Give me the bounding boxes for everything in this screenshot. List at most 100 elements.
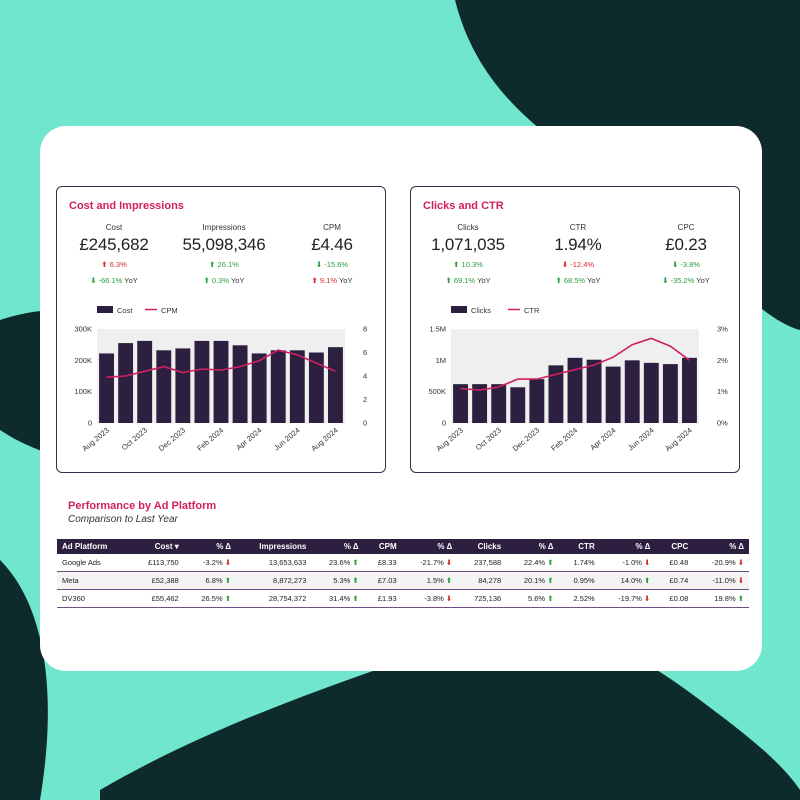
table-cell: 1.74% [558,554,600,572]
x-axis-tick-label: Dec 2023 [511,426,541,454]
arrow-up-icon: ⬆ [453,260,460,269]
column-header: % Δ [183,539,237,554]
bar [682,357,697,423]
bar [548,365,564,423]
x-axis-tick-label: Feb 2024 [549,426,579,453]
kpi-ctr: CTR 1.94% ⬇ -12.4% ⬆ 68.5% YoY [523,223,633,285]
arrow-down-icon: ⬇ [644,558,651,567]
kpi-change: ⬆ 10.3% [453,260,483,269]
left-axis-tick-label: 1M [436,356,446,365]
kpi-label: Clicks [457,223,479,232]
x-axis-tick-label: Apr 2024 [234,426,263,452]
table-cell: 5.6% ⬆ [506,589,559,608]
x-axis-tick-label: Oct 2023 [120,426,149,452]
table-cell: -1.0% ⬇ [599,554,656,572]
arrow-down-icon: ⬇ [672,260,679,269]
table-cell: -3.8% ⬇ [401,589,458,608]
clicks-ctr-panel: Clicks and CTR Clicks 1,071,035 ⬆ 10.3% … [410,186,740,473]
table-row: DV360 £55,462 26.5% ⬆ 28,754,372 31.4% ⬆ £1.9… [57,589,749,608]
table-cell: 14.0% ⬆ [599,571,656,590]
bar [453,384,468,423]
legend-label-ctr: CTR [524,306,540,315]
right-axis-tick-label: 2 [363,395,367,404]
table-cell: -3.2% ⬇ [183,554,237,572]
table-cell: £55,462 [130,589,184,608]
table-cell: £0.48 [655,554,694,572]
right-axis-tick-label: 4 [363,372,367,381]
arrow-up-icon: ⬆ [644,576,651,585]
kpi-value: £4.46 [311,235,353,254]
left-axis-tick-label: 0 [442,419,446,428]
kpi-value: £245,682 [79,235,149,254]
arrow-up-icon: ⬆ [352,594,359,603]
arrow-up-icon: ⬆ [224,594,232,603]
kpi-value: 1,071,035 [431,235,505,254]
kpi-change: ⬆ 26.1% [209,260,239,269]
kpi-impressions: Impressions 55,098,346 ⬆ 26.1% ⬆ 0.3% Yo… [169,223,279,285]
right-axis-tick-label: 0 [363,419,367,428]
series-line-ctr [460,337,690,391]
bar [510,387,526,423]
x-axis-tick-label: Feb 2024 [195,426,225,453]
cost-impressions-panel: Cost and Impressions Cost £245,682 ⬆ 6.3… [56,186,386,473]
cost-sort-header[interactable]: Cost ▾ [130,539,184,554]
bar [251,353,267,423]
arrow-up-icon: ⬆ [203,276,210,285]
table-cell: £113,750 [130,554,184,572]
right-axis-tick-label: 6 [363,348,367,357]
right-axis-tick-label: 3% [717,325,728,334]
arrow-up-icon: ⬆ [555,276,562,285]
arrow-down-icon: ⬇ [737,576,744,585]
table-cell: 84,278 [457,571,507,590]
table-cell: -20.9% ⬇ [693,554,749,572]
arrow-down-icon: ⬇ [644,594,651,603]
column-header: Clicks [457,539,507,554]
clicks-ctr-chart: Clicks CTR 0 500K 1M 1.5M 0% 1% 2% 3% Aug 2023 Oct … [428,306,728,454]
bar [472,384,488,423]
table-cell: 22.4% ⬆ [506,554,559,572]
bar [194,340,210,423]
x-axis-tick-label: Dec 2023 [157,426,187,454]
column-header: % Δ [693,539,749,554]
kpi-yoy: ⬆ 69.1% YoY [445,276,491,285]
chart-legend: Cost CPM [97,306,178,315]
table-cell: £7.03 [363,571,402,590]
cost-cpm-chart: Cost CPM 0 100K 200K 300K 0 2 4 6 8 Aug 2023 Oct 202… [74,306,367,454]
column-header: Ad Platform [57,539,130,554]
table-cell: 2.52% [558,589,600,608]
legend-label-clicks: Clicks [471,306,491,315]
performance-table: Ad Platform Cost ▾% Δ Impressions% Δ CPM% Δ… [57,539,749,608]
right-axis-tick-label: 2% [717,356,728,365]
table-cell: -21.7% ⬇ [401,554,458,572]
table-cell: 13,653,633 [236,554,312,572]
x-axis-tick-label: Oct 2023 [474,426,503,452]
legend-swatch-cost [97,306,113,313]
platform-name-cell: Google Ads [57,554,130,572]
table-cell: 0.95% [558,571,600,590]
x-axis-tick-label: Jun 2024 [272,426,301,453]
column-header: % Δ [506,539,559,554]
x-axis-tick-label: Apr 2024 [588,426,617,452]
table-cell: 28,754,372 [236,589,312,608]
kpi-cpc: CPC £0.23 ⬇ -3.8% ⬇ -35.2% YoY [631,223,741,285]
kpi-label: CPM [323,223,341,232]
arrow-up-icon: ⬆ [352,558,359,567]
legend-label-cpm: CPM [161,306,178,315]
bar [529,379,545,423]
table-row: Meta £52,388 6.8% ⬆ 8,872,273 5.3% ⬆ £7.03 1.5… [57,571,749,590]
bar [99,353,114,423]
table-row: Google Ads £113,750 -3.2% ⬇ 13,653,633 23.6%… [57,554,749,572]
kpi-yoy: ⬆ 68.5% YoY [555,276,601,285]
platform-name-cell: DV360 [57,589,130,608]
kpi-label: Impressions [202,223,246,232]
kpi-yoy: ⬆ 0.3% YoY [203,276,245,285]
x-axis-tick-label: Jun 2024 [626,426,655,453]
chart-legend: Clicks CTR [451,306,540,315]
column-header: % Δ [401,539,458,554]
bar [586,359,602,423]
table-cell: 1.5% ⬆ [401,571,458,590]
table-cell: 19.8% ⬆ [693,589,749,608]
table-cell: 237,588 [457,554,507,572]
table-cell: £52,388 [130,571,184,590]
column-header: % Δ [311,539,364,554]
